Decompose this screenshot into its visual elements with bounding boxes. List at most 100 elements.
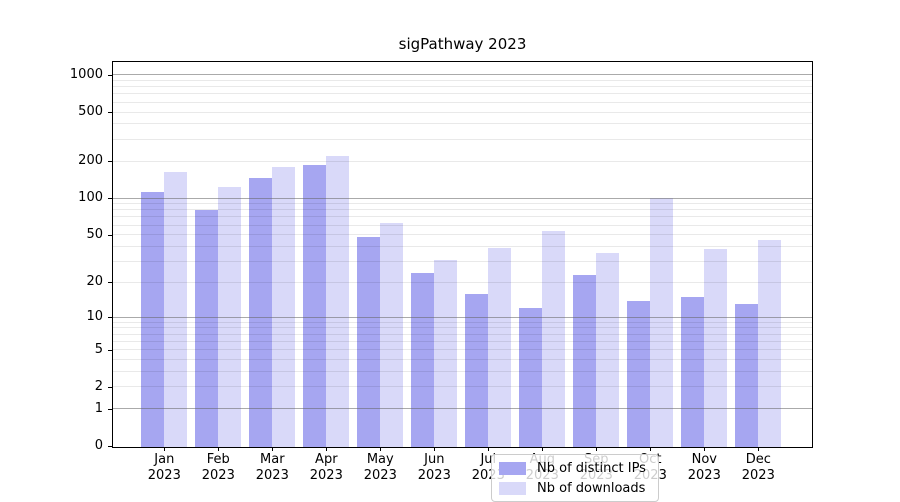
bar-ips-may <box>357 236 381 447</box>
bar-downloads-jan <box>164 171 188 447</box>
bar-ips-aug <box>519 308 543 447</box>
x-tick-aug <box>542 447 544 451</box>
gridline-40 <box>113 245 812 247</box>
bar-downloads-sep <box>596 253 620 447</box>
y-tick-label-20: 20 <box>86 274 103 290</box>
y-tick-20 <box>108 282 112 284</box>
y-tick-10 <box>108 317 112 319</box>
legend-item-distinct-ips: Nb of distinct IPs <box>499 460 646 476</box>
bar-ips-feb <box>195 209 219 447</box>
x-tick-label-jun: Jun 2023 <box>417 452 451 483</box>
plot-area: Nb of distinct IPs Nb of downloads 0 1 2 5 1… <box>70 61 813 502</box>
gridline-1 <box>113 408 812 410</box>
x-tick-may <box>380 447 382 451</box>
x-tick-oct <box>650 447 652 451</box>
y-tick-label-500: 500 <box>78 104 103 120</box>
bar-downloads-mar <box>272 166 296 447</box>
y-tick-1000 <box>108 74 112 76</box>
bar-ips-apr <box>303 165 327 447</box>
y-tick-label-50: 50 <box>86 226 103 242</box>
gridline-7 <box>113 333 812 335</box>
y-tick-5 <box>108 349 112 351</box>
legend-swatch-distinct-ips <box>499 461 526 475</box>
gridline-50 <box>113 234 812 236</box>
gridline-200 <box>113 160 812 162</box>
bar-ips-nov <box>681 297 705 447</box>
legend-label-downloads: Nb of downloads <box>537 480 646 496</box>
legend-swatch-downloads <box>499 481 526 495</box>
bar-ips-jan <box>141 192 165 447</box>
x-tick-apr <box>326 447 328 451</box>
x-tick-feb <box>218 447 220 451</box>
legend-item-downloads: Nb of downloads <box>499 480 646 496</box>
gridline-3 <box>113 371 812 373</box>
gridline-20 <box>113 281 812 283</box>
gridline-600 <box>113 101 812 103</box>
y-tick-2 <box>108 386 112 388</box>
bar-ips-dec <box>735 304 759 447</box>
x-tick-jan <box>164 447 166 451</box>
bar-downloads-dec <box>758 240 782 447</box>
x-tick-label-mar: Mar 2023 <box>255 452 289 483</box>
y-tick-label-1000: 1000 <box>69 66 103 82</box>
y-tick-label-0: 0 <box>94 438 103 453</box>
x-tick-jun <box>434 447 436 451</box>
gridline-300 <box>113 138 812 140</box>
bar-downloads-may <box>380 223 404 447</box>
bar-downloads-jul <box>488 247 512 447</box>
y-tick-100 <box>108 198 112 200</box>
gridline-100 <box>113 197 812 199</box>
x-tick-mar <box>272 447 274 451</box>
gridline-90 <box>113 203 812 205</box>
bar-ips-jun <box>411 273 435 447</box>
gridline-2 <box>113 386 812 388</box>
gridline-80 <box>113 209 812 211</box>
y-tick-label-10: 10 <box>86 309 103 325</box>
y-tick-0 <box>108 446 112 447</box>
bar-downloads-apr <box>326 155 350 447</box>
y-tick-50 <box>108 234 112 236</box>
gridline-70 <box>113 216 812 218</box>
y-tick-label-100: 100 <box>78 190 103 206</box>
y-tick-500 <box>108 112 112 114</box>
y-tick-label-200: 200 <box>78 153 103 169</box>
gridline-9 <box>113 321 812 323</box>
gridline-5 <box>113 349 812 351</box>
x-tick-label-dec: Dec 2023 <box>741 452 775 483</box>
gridline-10 <box>113 316 812 318</box>
gridline-6 <box>113 340 812 342</box>
gridline-700 <box>113 93 812 95</box>
legend-label-distinct-ips: Nb of distinct IPs <box>537 460 646 476</box>
gridline-60 <box>113 224 812 226</box>
y-tick-200 <box>108 161 112 163</box>
x-tick-label-may: May 2023 <box>363 452 397 483</box>
y-tick-label-1: 1 <box>94 400 103 416</box>
chart-title: sigPathway 2023 <box>398 35 527 53</box>
gridline-4 <box>113 359 812 361</box>
gridline-30 <box>113 261 812 263</box>
x-tick-label-feb: Feb 2023 <box>201 452 235 483</box>
legend: Nb of distinct IPs Nb of downloads <box>491 454 659 502</box>
x-tick-label-apr: Apr 2023 <box>309 452 343 483</box>
x-tick-nov <box>704 447 706 451</box>
gridline-500 <box>113 111 812 113</box>
x-tick-sep <box>596 447 598 451</box>
x-tick-label-nov: Nov 2023 <box>687 452 721 483</box>
bar-downloads-nov <box>704 249 728 447</box>
bar-ips-oct <box>627 300 651 447</box>
y-tick-1 <box>108 408 112 410</box>
x-tick-jul <box>488 447 490 451</box>
gridline-900 <box>113 80 812 81</box>
gridline-800 <box>113 86 812 88</box>
bar-downloads-aug <box>542 230 566 447</box>
x-tick-label-jan: Jan 2023 <box>147 452 181 483</box>
bar-ips-mar <box>249 178 273 447</box>
x-tick-dec <box>758 447 760 451</box>
y-tick-label-5: 5 <box>94 341 103 357</box>
bar-downloads-oct <box>650 198 674 447</box>
bar-ips-sep <box>573 275 597 447</box>
gridline-8 <box>113 327 812 329</box>
bar-downloads-jun <box>434 259 458 447</box>
y-tick-label-2: 2 <box>94 378 103 394</box>
